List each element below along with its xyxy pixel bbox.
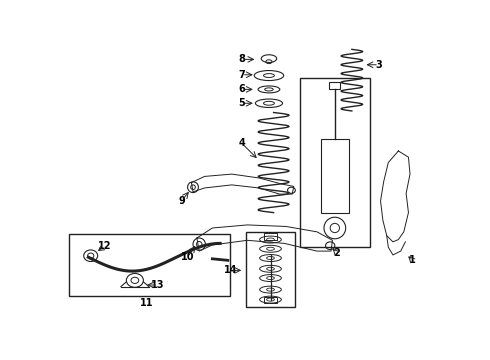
Text: 7: 7: [239, 70, 245, 80]
Bar: [321, 139, 349, 213]
Text: 13: 13: [151, 280, 165, 290]
Text: 9: 9: [178, 196, 185, 206]
Bar: [329, 82, 340, 89]
Text: 4: 4: [239, 138, 245, 148]
Text: 1: 1: [409, 255, 416, 265]
Text: 10: 10: [181, 252, 195, 262]
Text: 2: 2: [333, 248, 340, 258]
Text: 6: 6: [239, 84, 245, 94]
Text: 8: 8: [239, 54, 245, 64]
Text: 14: 14: [223, 265, 237, 275]
Text: 11: 11: [140, 298, 153, 309]
Bar: [264, 297, 277, 303]
Bar: [245, 232, 295, 306]
Bar: [300, 78, 369, 247]
Text: 5: 5: [239, 98, 245, 108]
Bar: [69, 234, 230, 296]
Text: 3: 3: [376, 60, 382, 70]
Bar: [264, 233, 277, 239]
Text: 12: 12: [98, 242, 111, 252]
